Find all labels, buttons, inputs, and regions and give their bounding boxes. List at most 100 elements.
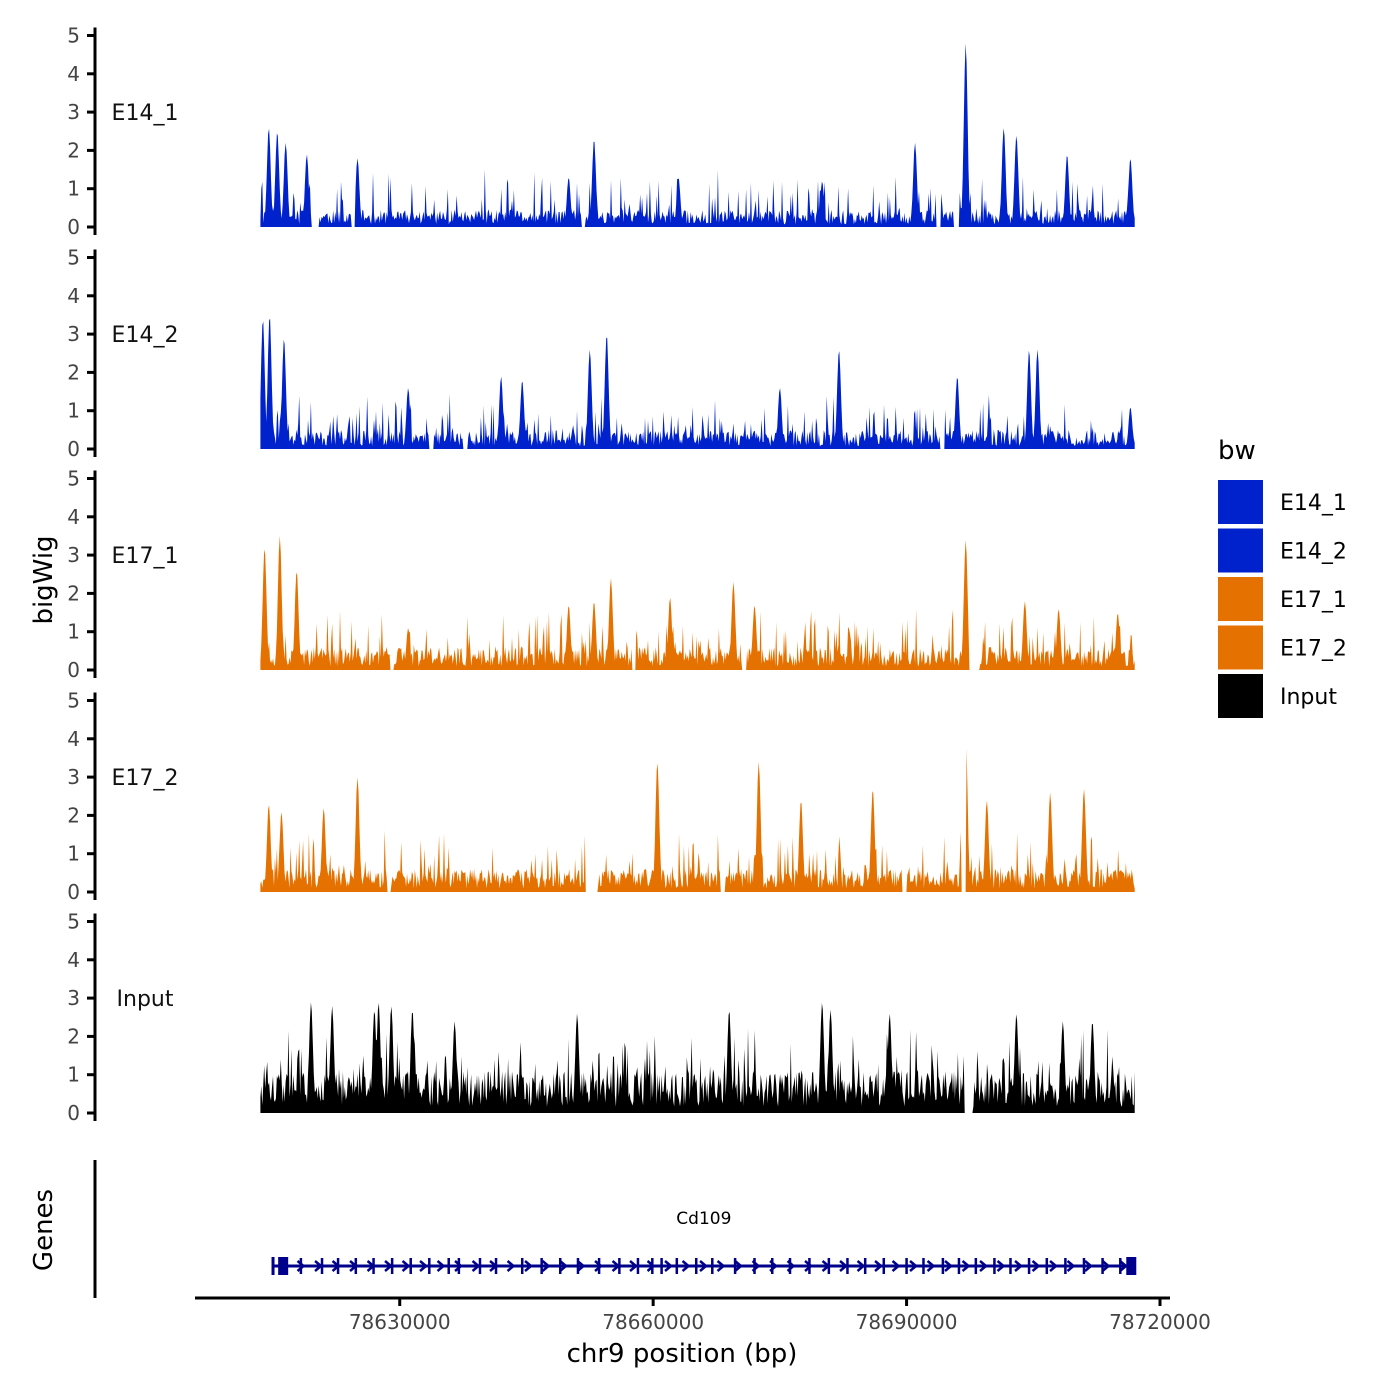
exon: [1126, 1257, 1137, 1275]
exon: [478, 1258, 482, 1274]
y-tick-label: 2: [67, 803, 80, 827]
strand-arrow: [681, 1260, 691, 1272]
exon: [320, 1258, 324, 1274]
legend: bw E14_1 E14_2 E17_1 E17_2 Input: [1218, 436, 1347, 718]
strand-arrow: [1066, 1260, 1076, 1272]
legend-label: Input: [1280, 685, 1337, 710]
strand-arrow: [436, 1260, 446, 1272]
exon: [882, 1258, 886, 1274]
track-E17_1: 0 1 2 3 4 5 E17_1: [67, 467, 1135, 682]
x-axis: 78630000 78660000 78690000 78720000: [195, 1296, 1211, 1334]
exon: [660, 1258, 663, 1274]
signal-area-E14_1: [260, 43, 1135, 227]
gene-name-label: Cd109: [676, 1209, 731, 1229]
strand-arrow: [471, 1260, 481, 1272]
legend-key-E17_1: [1218, 577, 1263, 621]
y-tick-label: 4: [67, 948, 80, 972]
y-tick-label: 0: [67, 1101, 80, 1125]
strand-arrow: [1014, 1260, 1023, 1272]
y-tick-label: 2: [67, 360, 80, 384]
strand-arrow: [1101, 1260, 1111, 1272]
strand-arrow: [716, 1260, 726, 1272]
y-tick-label: 1: [67, 399, 80, 423]
y-tick-label: 3: [67, 100, 80, 124]
genes-axis-title: Genes: [29, 1189, 59, 1271]
x-axis-title: chr9 position (bp): [567, 1339, 798, 1369]
legend-key-Input: [1218, 674, 1263, 718]
y-tick-label: 0: [67, 658, 80, 682]
y-tick-label: 4: [67, 62, 80, 86]
exon: [1082, 1258, 1086, 1274]
legend-label: E14_2: [1280, 540, 1347, 565]
legend-label: E14_1: [1280, 491, 1347, 516]
exon: [278, 1257, 289, 1275]
y-tick-label: 1: [67, 177, 80, 201]
exon: [1027, 1258, 1031, 1274]
exon: [494, 1258, 498, 1274]
exon: [447, 1258, 450, 1274]
exon: [372, 1258, 375, 1274]
track-label: E14_1: [112, 101, 179, 126]
exon: [336, 1258, 340, 1274]
exon: [863, 1258, 867, 1274]
y-tick-label: 5: [67, 910, 80, 934]
x-tick-label: 78660000: [602, 1310, 704, 1334]
exon: [941, 1258, 945, 1274]
exon: [558, 1258, 562, 1274]
y-tick-label: 4: [67, 505, 80, 529]
exon: [1101, 1258, 1104, 1274]
strand-arrow: [734, 1260, 743, 1272]
track-label: Input: [117, 987, 174, 1012]
strand-arrow: [856, 1260, 866, 1272]
strand-arrow: [996, 1260, 1006, 1272]
signal-area-Input: [260, 1002, 1135, 1113]
strand-arrow: [541, 1260, 551, 1272]
strand-arrow: [979, 1260, 988, 1272]
exon: [694, 1258, 698, 1274]
strand-arrow: [664, 1260, 673, 1272]
y-tick-label: 0: [67, 880, 80, 904]
strand-arrow: [629, 1260, 638, 1272]
exon: [457, 1258, 461, 1274]
y-tick-label: 4: [67, 727, 80, 751]
exon: [808, 1258, 811, 1274]
exon: [1045, 1258, 1049, 1274]
exon: [636, 1258, 640, 1274]
exon: [409, 1258, 412, 1274]
x-tick-label: 78630000: [349, 1310, 451, 1334]
legend-title: bw: [1218, 436, 1256, 466]
legend-label: E17_2: [1280, 637, 1347, 662]
y-tick-label: 2: [67, 1024, 80, 1048]
strand-arrow: [296, 1260, 306, 1272]
exon: [675, 1258, 679, 1274]
strand-arrow: [1119, 1260, 1128, 1272]
exon: [1119, 1258, 1122, 1274]
signal-area-E17_2: [260, 748, 1135, 892]
exon: [428, 1258, 431, 1274]
strand-arrow: [1031, 1260, 1041, 1272]
strand-arrow: [839, 1260, 848, 1272]
track-E14_2: 0 1 2 3 4 5 E14_2: [67, 246, 1135, 461]
legend-label: E17_1: [1280, 588, 1347, 613]
exon: [576, 1258, 580, 1274]
y-tick-label: 2: [67, 138, 80, 162]
strand-arrow: [594, 1260, 603, 1272]
exon: [788, 1258, 792, 1274]
exon: [354, 1258, 358, 1274]
x-tick-label: 78720000: [1109, 1310, 1211, 1334]
y-tick-label: 1: [67, 620, 80, 644]
strand-arrow: [1084, 1260, 1093, 1272]
exon: [753, 1258, 756, 1274]
y-tick-label: 5: [67, 24, 80, 48]
strand-arrow: [454, 1260, 463, 1272]
track-E17_2: 0 1 2 3 4 5 E17_2: [67, 689, 1135, 904]
y-tick-label: 4: [67, 284, 80, 308]
strand-arrow: [926, 1260, 936, 1272]
legend-key-E14_2: [1218, 528, 1263, 573]
track-Input: 0 1 2 3 4 5 Input: [67, 910, 1135, 1125]
exon: [771, 1258, 774, 1274]
exon: [618, 1258, 621, 1274]
y-tick-label: 3: [67, 765, 80, 789]
y-tick-label: 1: [67, 842, 80, 866]
y-tick-label: 0: [67, 437, 80, 461]
